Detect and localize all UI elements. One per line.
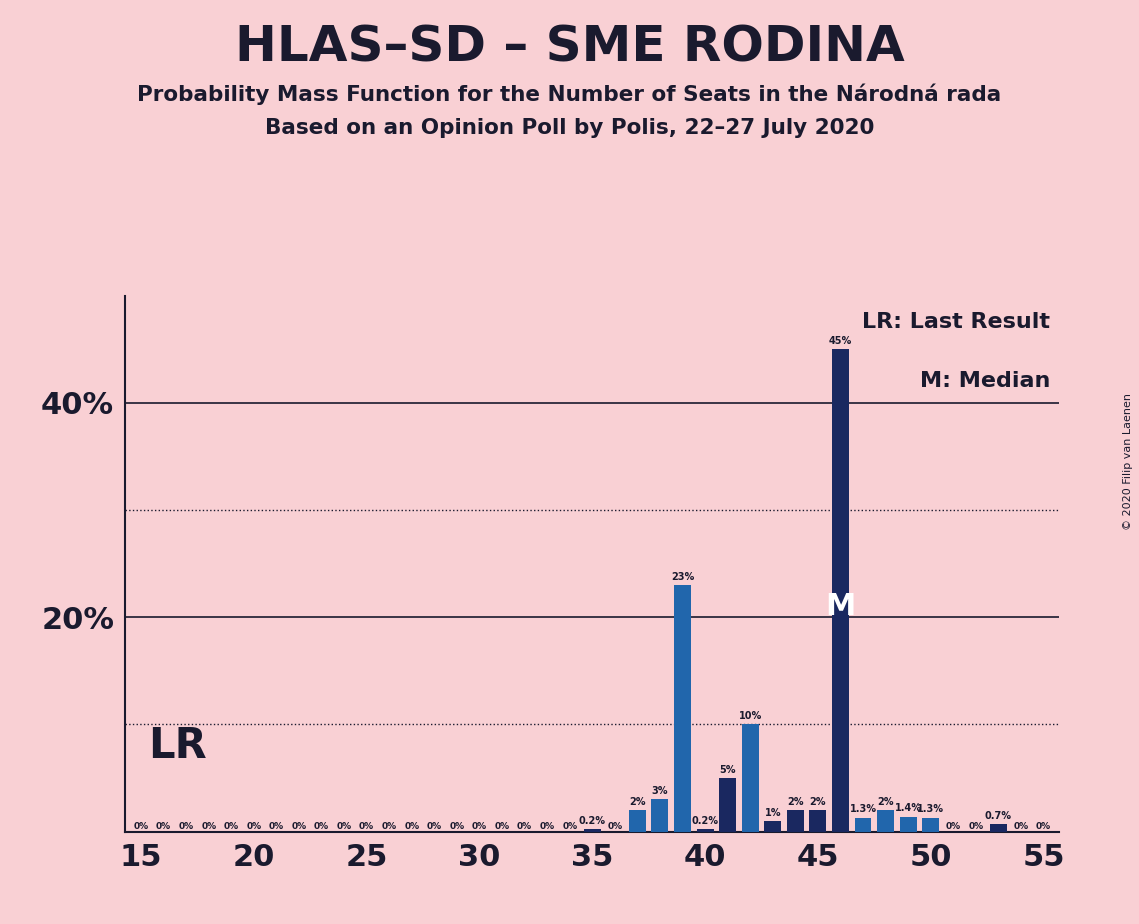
Text: 3%: 3% (652, 786, 669, 796)
Text: 1.4%: 1.4% (894, 803, 921, 813)
Text: 0%: 0% (246, 821, 262, 831)
Text: HLAS–SD – SME RODINA: HLAS–SD – SME RODINA (235, 23, 904, 71)
Text: Probability Mass Function for the Number of Seats in the Národná rada: Probability Mass Function for the Number… (138, 83, 1001, 104)
Text: 2%: 2% (787, 796, 804, 807)
Text: 2%: 2% (629, 796, 646, 807)
Bar (990, 824, 1007, 832)
Text: 0.2%: 0.2% (579, 816, 606, 826)
Text: 1.3%: 1.3% (850, 805, 877, 814)
Bar (877, 810, 894, 832)
Text: 1%: 1% (764, 808, 781, 818)
Bar (741, 724, 759, 832)
Bar (674, 585, 691, 832)
Text: 0%: 0% (450, 821, 465, 831)
Text: 0%: 0% (223, 821, 239, 831)
Text: 0%: 0% (179, 821, 194, 831)
Text: 0%: 0% (968, 821, 983, 831)
Bar (831, 349, 849, 832)
Text: 0.7%: 0.7% (985, 811, 1011, 821)
Bar (810, 810, 826, 832)
Bar (923, 818, 940, 832)
Bar (629, 810, 646, 832)
Text: 0%: 0% (494, 821, 509, 831)
Text: 0%: 0% (517, 821, 532, 831)
Text: 0%: 0% (314, 821, 329, 831)
Text: 0%: 0% (1035, 821, 1051, 831)
Text: 1.3%: 1.3% (917, 805, 944, 814)
Bar (854, 818, 871, 832)
Text: 2%: 2% (877, 796, 894, 807)
Bar (787, 810, 804, 832)
Text: Based on an Opinion Poll by Polis, 22–27 July 2020: Based on an Opinion Poll by Polis, 22–27… (264, 118, 875, 139)
Bar (900, 817, 917, 832)
Text: 0%: 0% (563, 821, 577, 831)
Text: 0%: 0% (202, 821, 216, 831)
Text: LR: LR (148, 724, 206, 767)
Text: 5%: 5% (720, 765, 736, 775)
Bar (719, 778, 736, 832)
Bar (697, 830, 713, 832)
Text: © 2020 Filip van Laenen: © 2020 Filip van Laenen (1123, 394, 1133, 530)
Text: 0%: 0% (156, 821, 171, 831)
Text: 0%: 0% (269, 821, 284, 831)
Bar (764, 821, 781, 832)
Text: LR: Last Result: LR: Last Result (862, 311, 1050, 332)
Text: 0%: 0% (336, 821, 352, 831)
Text: 10%: 10% (738, 711, 762, 722)
Text: 23%: 23% (671, 572, 694, 582)
Text: 2%: 2% (810, 796, 826, 807)
Text: 0%: 0% (382, 821, 396, 831)
Text: M: M (826, 592, 855, 621)
Text: 0%: 0% (133, 821, 149, 831)
Text: 0%: 0% (472, 821, 487, 831)
Text: M: Median: M: Median (920, 371, 1050, 391)
Bar (584, 830, 600, 832)
Text: 0.2%: 0.2% (691, 816, 719, 826)
Text: 0%: 0% (404, 821, 419, 831)
Text: 0%: 0% (945, 821, 961, 831)
Text: 0%: 0% (427, 821, 442, 831)
Text: 0%: 0% (607, 821, 622, 831)
Text: 0%: 0% (1014, 821, 1029, 831)
Text: 45%: 45% (829, 336, 852, 346)
Text: 0%: 0% (359, 821, 375, 831)
Bar (652, 799, 669, 832)
Text: 0%: 0% (292, 821, 306, 831)
Text: 0%: 0% (540, 821, 555, 831)
